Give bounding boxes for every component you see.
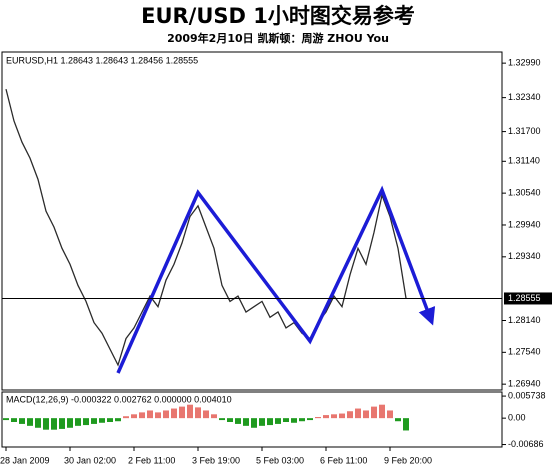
macd-bar xyxy=(315,417,321,419)
y-tick-label: 1.32990 xyxy=(508,58,541,68)
title: EUR/USD 1小时图交易参考 xyxy=(141,4,415,28)
macd-bar xyxy=(323,415,329,419)
macd-bar xyxy=(347,411,353,419)
macd-bar xyxy=(43,418,49,430)
macd-bar xyxy=(59,418,65,429)
y-tick-label: 1.29940 xyxy=(508,219,541,229)
macd-bar xyxy=(299,418,305,422)
y-tick-label: 1.30540 xyxy=(508,188,541,198)
macd-bar xyxy=(91,418,97,424)
macd-bar xyxy=(403,418,409,431)
y-tick-label: 1.26940 xyxy=(508,379,541,389)
x-tick-label: 2 Feb 11:00 xyxy=(128,455,175,465)
macd-bar xyxy=(395,418,401,422)
macd-bar xyxy=(179,406,185,419)
x-tick-label: 3 Feb 19:00 xyxy=(192,455,240,465)
macd-bar xyxy=(3,418,9,421)
macd-bar xyxy=(83,418,89,426)
y-tick-label: -0.00686 xyxy=(508,439,544,449)
macd-bar xyxy=(67,418,73,428)
macd-bar xyxy=(35,418,41,428)
macd-bar xyxy=(163,410,169,419)
macd-bar xyxy=(123,416,129,419)
last-price-box xyxy=(504,292,552,305)
x-tick-label: 30 Jan 02:00 xyxy=(64,455,116,465)
macd-bar xyxy=(379,404,385,419)
macd-bar xyxy=(227,418,233,422)
y-tick-label: 1.29340 xyxy=(508,251,541,261)
macd-bar xyxy=(251,418,257,428)
macd-bar xyxy=(371,406,377,419)
macd-bar xyxy=(75,418,81,426)
x-tick-label: 6 Feb 11:00 xyxy=(320,455,367,465)
macd-bar xyxy=(203,410,209,419)
price-line xyxy=(5,88,407,367)
last-price-label: 1.28555 xyxy=(508,293,541,303)
macd-bar xyxy=(107,418,113,422)
macd-bar xyxy=(219,418,225,421)
macd-bar xyxy=(339,413,345,419)
macd-bar xyxy=(275,418,281,424)
macd-bar xyxy=(259,418,265,426)
macd-bar xyxy=(307,418,313,421)
macd-bar xyxy=(115,418,121,422)
macd-bar xyxy=(355,408,361,419)
macd-bar xyxy=(331,414,337,419)
price-panel xyxy=(1,51,503,391)
x-tick-label: 28 Jan 2009 xyxy=(0,455,50,465)
macd-bar xyxy=(235,418,241,424)
macd-bar xyxy=(283,418,289,422)
macd-bar xyxy=(139,412,145,419)
macd-bar xyxy=(267,418,273,426)
macd-bar xyxy=(131,414,137,419)
macd-bar xyxy=(19,418,25,424)
macd-bar xyxy=(51,418,57,430)
y-tick-label: 1.32340 xyxy=(508,92,541,102)
macd-bar xyxy=(99,418,105,423)
macd-bar xyxy=(11,418,17,422)
y-tick-label: 0.005738 xyxy=(508,390,546,400)
macd-bar xyxy=(291,418,297,423)
pattern-line xyxy=(116,185,436,374)
macd-bar xyxy=(387,410,393,419)
subtitle: 2009年2月10日 凯斯顿：周游 ZHOU You xyxy=(167,31,389,45)
macd-bar xyxy=(171,408,177,419)
price-header: EURUSD,H1 1.28643 1.28643 1.28456 1.2855… xyxy=(6,55,198,65)
y-tick-label: 1.27540 xyxy=(508,347,541,357)
x-tick-label: 5 Feb 03:00 xyxy=(256,455,304,465)
macd-bar xyxy=(363,410,369,419)
macd-bar xyxy=(27,418,33,426)
macd-bar xyxy=(155,412,161,419)
y-tick-label: 1.28140 xyxy=(508,315,541,325)
y-tick-label: 1.31700 xyxy=(508,126,541,136)
x-tick-label: 9 Feb 20:00 xyxy=(384,455,432,465)
y-tick-label: 0.00 xyxy=(508,413,526,423)
macd-header: MACD(12,26,9) -0.000322 0.002762 0.00000… xyxy=(6,394,232,404)
macd-bar xyxy=(187,404,193,419)
macd-bar xyxy=(243,418,249,426)
macd-bar xyxy=(147,410,153,419)
macd-bar xyxy=(211,414,217,419)
macd-bar xyxy=(195,407,201,419)
y-tick-label: 1.31140 xyxy=(508,156,540,166)
